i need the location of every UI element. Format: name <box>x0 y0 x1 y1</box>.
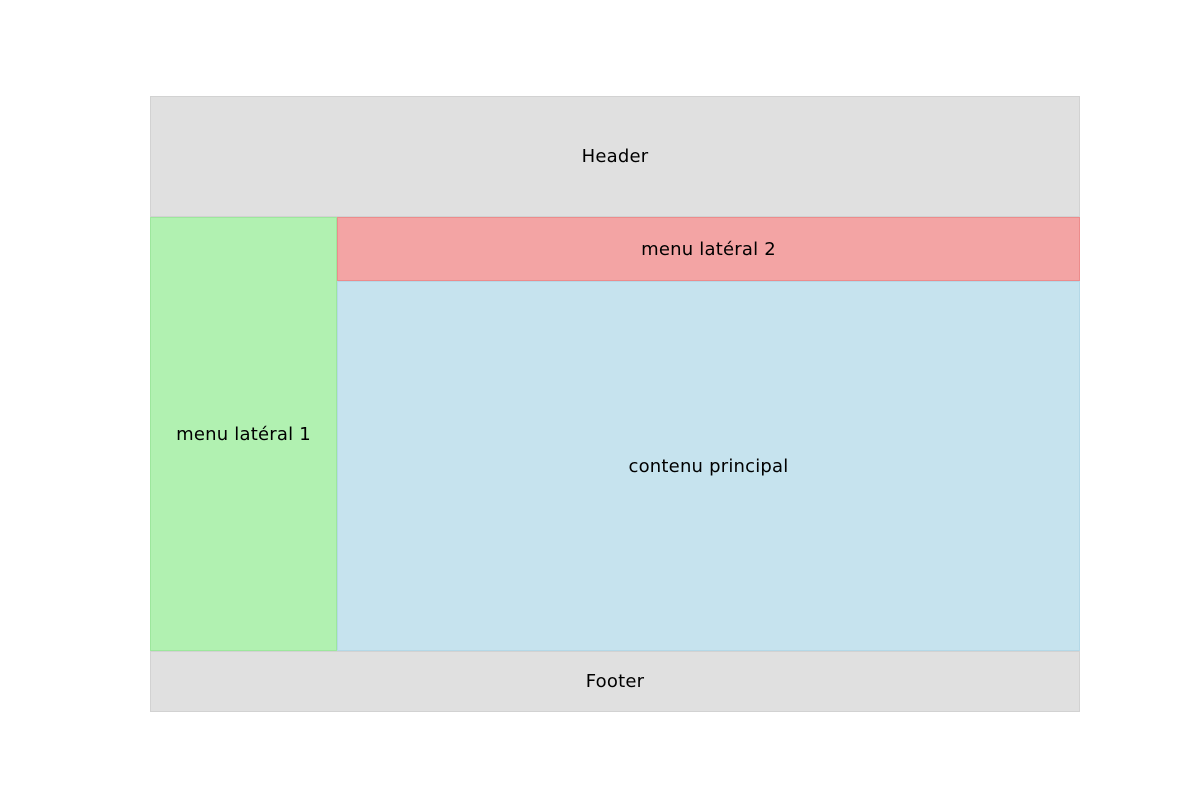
right-column: menu latéral 2 contenu principal <box>337 217 1080 651</box>
footer-block: Footer <box>150 651 1080 712</box>
header-block: Header <box>150 96 1080 217</box>
header-label: Header <box>581 146 649 167</box>
layout-diagram: Header menu latéral 1 menu latéral 2 con… <box>150 96 1080 712</box>
sidebar-menu-1-block: menu latéral 1 <box>150 217 337 651</box>
footer-label: Footer <box>585 671 645 692</box>
sidebar-menu-2-block: menu latéral 2 <box>337 217 1080 281</box>
sidebar-menu-2-label: menu latéral 2 <box>641 238 776 260</box>
middle-row: menu latéral 1 menu latéral 2 contenu pr… <box>150 217 1080 651</box>
main-content-block: contenu principal <box>337 281 1080 651</box>
main-content-label: contenu principal <box>628 455 789 477</box>
sidebar-menu-1-label: menu latéral 1 <box>176 423 311 445</box>
